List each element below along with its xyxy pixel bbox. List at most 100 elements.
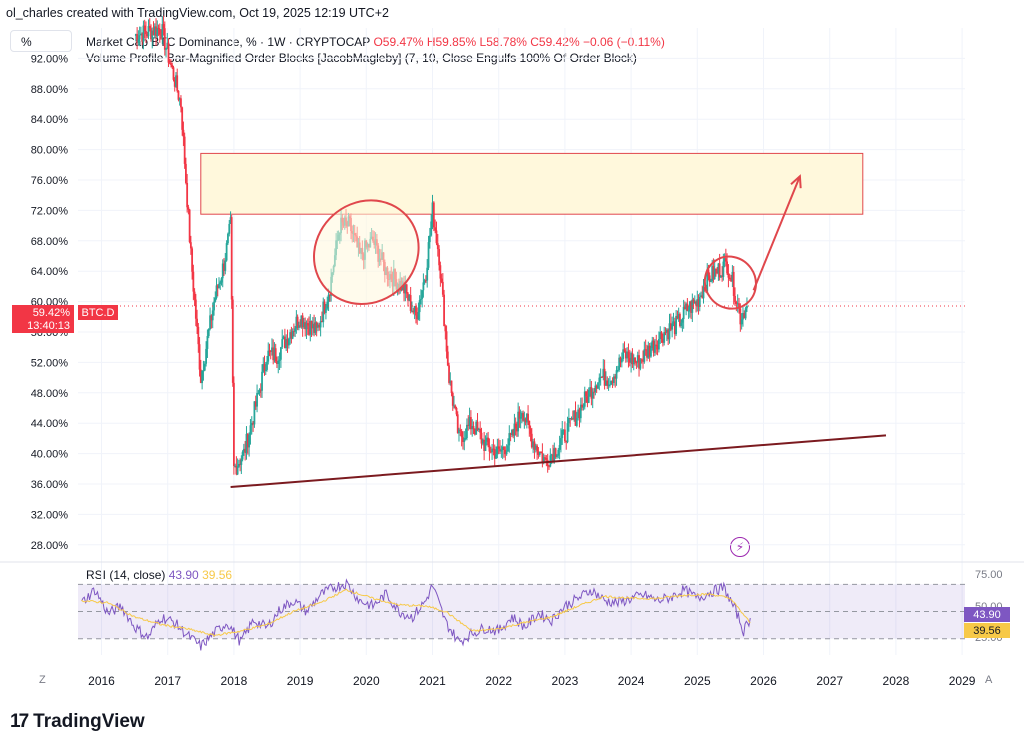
chart-canvas[interactable]: 75.00 50.00 25.00 92.00%88.00%84.00%80.0… xyxy=(0,0,1024,700)
candle-body xyxy=(462,437,464,443)
candle-body xyxy=(466,424,468,439)
candle-body xyxy=(136,34,139,43)
legend-change: −0.06 (−0.11%) xyxy=(582,35,665,49)
candle-body xyxy=(680,322,683,326)
annotation-ellipse xyxy=(313,199,420,306)
candle-body xyxy=(651,340,654,349)
candle-body xyxy=(556,455,558,457)
candle-body xyxy=(152,30,155,36)
candle-body xyxy=(743,312,746,319)
candle-body xyxy=(675,315,678,335)
x-tick-label: 2028 xyxy=(883,674,910,688)
rsi-ma-line xyxy=(81,588,751,637)
candle-body xyxy=(603,368,606,386)
y-tick-label: 40.00% xyxy=(31,449,69,461)
candle-body xyxy=(313,323,316,333)
candle-body xyxy=(627,351,630,358)
rsi-tag-value: 43.90 xyxy=(973,609,1001,621)
order-block-zone xyxy=(200,152,864,215)
candle-body xyxy=(230,217,233,300)
candle-body xyxy=(427,242,430,268)
candle-body xyxy=(252,422,254,425)
candle-body xyxy=(290,332,293,339)
y-tick-label: 76.00% xyxy=(31,175,69,187)
candle-body xyxy=(229,217,232,224)
x-tick-label: 2026 xyxy=(750,674,777,688)
candle-body xyxy=(445,331,448,352)
candle-body xyxy=(241,451,244,460)
candle-body xyxy=(742,312,744,320)
candle-body xyxy=(707,269,710,276)
candle-body xyxy=(468,417,471,427)
candle-body xyxy=(598,377,601,383)
rsi-label[interactable]: RSI (14, close) xyxy=(86,568,166,582)
candle-body xyxy=(534,445,537,450)
y-tick-label: 92.00% xyxy=(31,53,69,65)
candle-body xyxy=(528,420,531,429)
projection-arrow xyxy=(752,175,801,291)
candle-body xyxy=(172,67,175,80)
candle-body xyxy=(266,361,268,370)
y-tick-label: 32.00% xyxy=(31,509,69,521)
candle-body xyxy=(305,323,308,330)
candle-body xyxy=(483,439,486,451)
candle-body xyxy=(225,243,228,261)
auto-scale-a-button[interactable]: A xyxy=(985,674,993,686)
candle-body xyxy=(628,357,631,363)
candle-body xyxy=(412,310,415,313)
candle-body xyxy=(327,294,330,302)
candle-body xyxy=(609,384,611,386)
candle-body xyxy=(254,401,257,407)
candle-body xyxy=(476,421,479,430)
candle-body xyxy=(586,396,589,403)
candle-body xyxy=(409,295,412,311)
candle-body xyxy=(472,426,475,430)
scale-percent-button[interactable]: % xyxy=(10,30,72,52)
candle-body xyxy=(438,249,441,266)
candle-body xyxy=(656,345,659,350)
candle-body xyxy=(661,338,664,343)
candle-body xyxy=(644,349,647,351)
candle-body xyxy=(614,376,617,379)
candle-body xyxy=(650,348,652,357)
candle-body xyxy=(647,345,650,358)
price-tag: 59.42% 13:40:13 BTC.D xyxy=(12,305,118,333)
candle-body xyxy=(475,421,478,435)
tradingview-logo[interactable]: 17 TradingView xyxy=(10,711,145,733)
y-tick-label: 48.00% xyxy=(31,388,69,400)
legend-symbol[interactable]: Market Cap BTC Dominance, % · 1W · CRYPT… xyxy=(86,35,371,49)
candle-body xyxy=(269,350,272,352)
candle-body xyxy=(271,347,273,352)
candle-body xyxy=(646,349,648,358)
x-tick-label: 2024 xyxy=(618,674,645,688)
zoom-z-button[interactable]: Z xyxy=(39,674,46,686)
candle-body xyxy=(454,405,457,408)
candle-body xyxy=(734,295,736,302)
candle-body xyxy=(672,321,675,324)
candle-body xyxy=(248,435,251,448)
candle-body xyxy=(267,350,270,362)
candle-body xyxy=(249,425,252,436)
rsi-level-upper: 75.00 xyxy=(975,569,1003,581)
candle-body xyxy=(512,430,515,436)
candle-body xyxy=(579,404,582,419)
candle-body xyxy=(237,464,240,467)
chart-caption: ol_charles created with TradingView.com,… xyxy=(6,6,389,20)
candle-body xyxy=(640,359,643,361)
lightning-icon[interactable]: ⚡ xyxy=(730,537,750,557)
candle-body xyxy=(491,448,493,453)
candle-body xyxy=(702,286,705,299)
candle-body xyxy=(416,315,419,320)
candle-body xyxy=(411,310,413,312)
candle-body xyxy=(496,446,499,455)
candle-body xyxy=(639,359,642,369)
candle-body xyxy=(630,353,632,363)
candle-body xyxy=(294,328,297,332)
candle-body xyxy=(511,430,513,435)
candle-body xyxy=(537,451,540,455)
candle-body xyxy=(696,299,699,306)
candle-body xyxy=(522,413,525,421)
candle-body xyxy=(191,248,194,272)
y-tick-label: 88.00% xyxy=(31,84,69,96)
candle-body xyxy=(306,323,309,326)
